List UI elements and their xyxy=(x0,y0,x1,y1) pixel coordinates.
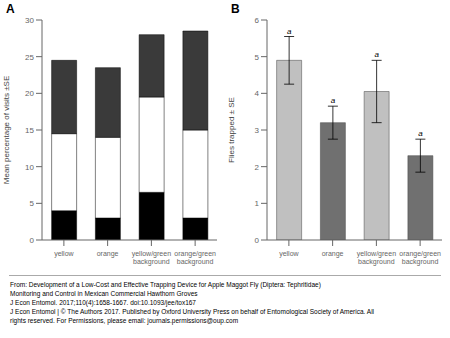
svg-text:a: a xyxy=(287,27,292,36)
svg-text:yellow: yellow xyxy=(54,250,74,258)
svg-text:orange: orange xyxy=(97,250,119,258)
svg-text:6: 6 xyxy=(255,16,260,25)
html-text:A: A xyxy=(6,2,15,16)
svg-text:yellow/greenbackground: yellow/greenbackground xyxy=(357,250,396,266)
svg-text:a: a xyxy=(418,129,423,138)
svg-text:4: 4 xyxy=(255,89,260,98)
svg-text:a: a xyxy=(374,50,379,59)
html-text:rights reserved. For Permissio: rights reserved. For Permissions, please… xyxy=(10,317,238,324)
svg-text:Mean percentage of visits ±SE: Mean percentage of visits ±SE xyxy=(8,76,11,184)
svg-text:5: 5 xyxy=(30,199,35,208)
svg-text:yellow/greenbackground: yellow/greenbackground xyxy=(132,250,171,266)
svg-text:2: 2 xyxy=(255,163,260,172)
svg-text:5: 5 xyxy=(255,53,260,62)
svg-text:orange: orange xyxy=(322,250,344,258)
html-text:B: B xyxy=(231,2,240,16)
html-text:From: Development of a Low-Cos: From: Development of a Low-Cost and Effe… xyxy=(10,281,321,288)
svg-text:orange/greenbackground: orange/greenbackground xyxy=(399,250,441,266)
svg-text:10: 10 xyxy=(25,163,34,172)
svg-text:a: a xyxy=(331,96,336,105)
svg-text:Flies trapped ± SE: Flies trapped ± SE xyxy=(227,97,236,163)
svg-text:0: 0 xyxy=(30,236,35,245)
svg-text:25: 25 xyxy=(25,53,34,62)
svg-text:30: 30 xyxy=(25,16,34,25)
html-text:Monitoring and Control in Mexi: Monitoring and Control in Mexican Commer… xyxy=(10,290,198,297)
svg-text:20: 20 xyxy=(25,89,34,98)
svg-text:1: 1 xyxy=(255,199,260,208)
html-text:J Econ Entomol. 2017;110(4):16: J Econ Entomol. 2017;110(4):1658-1667. d… xyxy=(10,299,196,306)
svg-text:orange/greenbackground: orange/greenbackground xyxy=(174,250,216,266)
html-text:J Econ Entomol | © The Authors: J Econ Entomol | © The Authors 2017. Pub… xyxy=(10,308,374,315)
svg-text:0: 0 xyxy=(255,236,260,245)
svg-text:3: 3 xyxy=(255,126,260,135)
svg-text:yellow: yellow xyxy=(279,250,299,258)
svg-text:15: 15 xyxy=(25,126,34,135)
